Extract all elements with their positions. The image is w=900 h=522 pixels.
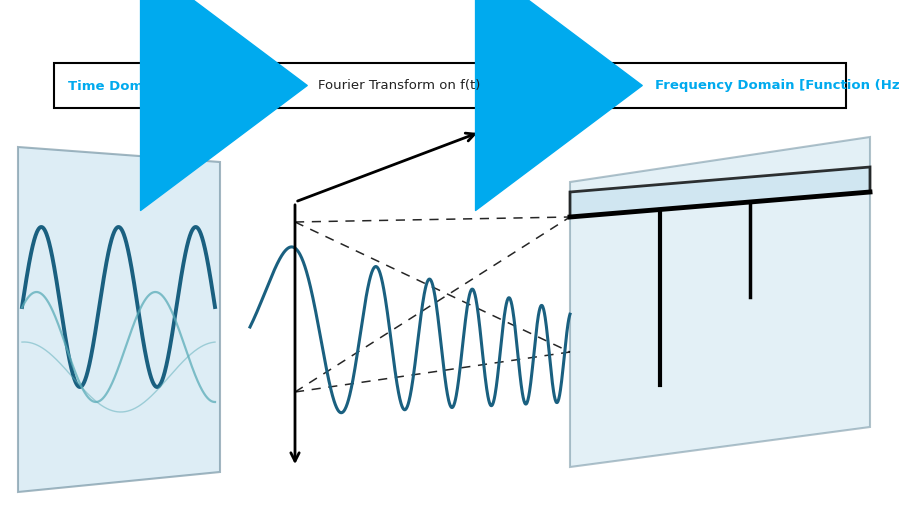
Polygon shape <box>570 137 870 467</box>
Text: Fourier Transform on f(t): Fourier Transform on f(t) <box>318 79 481 92</box>
Polygon shape <box>570 167 870 217</box>
Polygon shape <box>18 147 220 492</box>
Text: Frequency Domain [Function (Hz): Frequency Domain [Function (Hz) <box>655 79 900 92</box>
Text: Time Domain [Function (t)]: Time Domain [Function (t)] <box>68 79 271 92</box>
FancyBboxPatch shape <box>54 63 846 108</box>
